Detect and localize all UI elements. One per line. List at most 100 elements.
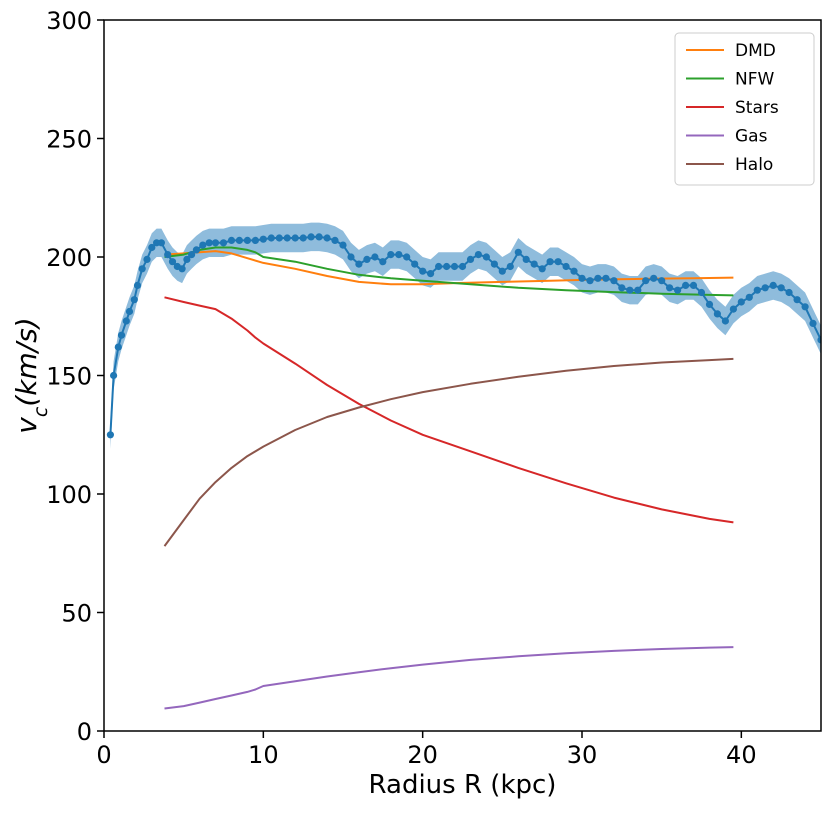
observed-data-point [809, 319, 817, 327]
x-tick-label: 30 [567, 741, 598, 769]
observed-data-point [689, 281, 698, 289]
x-tick-label: 0 [96, 741, 111, 769]
observed-data-point [403, 253, 411, 261]
legend-label-halo: Halo [735, 155, 773, 175]
observed-data-point [482, 253, 490, 261]
observed-data-point [188, 251, 196, 259]
observed-data-point [355, 260, 363, 268]
observed-data-point [307, 233, 315, 241]
y-tick-label: 100 [46, 481, 92, 509]
observed-data-point [761, 284, 769, 292]
observed-data-point [371, 253, 379, 261]
legend-label-nfw: NFW [735, 70, 774, 90]
observed-data-point [130, 296, 138, 304]
observed-data-point [122, 317, 130, 325]
y-tick-label: 250 [46, 126, 92, 154]
legend-label-stars: Stars [735, 98, 779, 118]
observed-data-point [658, 277, 666, 285]
observed-data-point [682, 281, 690, 289]
observed-data-point [143, 255, 151, 263]
observed-data-point [339, 241, 347, 249]
y-tick-label: 50 [61, 600, 92, 628]
observed-data-point [466, 255, 475, 263]
observed-data-point [610, 277, 618, 285]
observed-data-point [110, 371, 118, 380]
nfw-series-line [164, 246, 734, 297]
y-tick-label: 150 [46, 363, 92, 391]
observed-data-point [634, 286, 642, 294]
y-axis-label: vc(km/s) [10, 317, 52, 433]
observed-data-point [157, 239, 165, 247]
observed-data-point [666, 284, 674, 292]
observed-data-point [514, 248, 522, 256]
observed-data-point [106, 431, 114, 439]
observed-data-point [626, 286, 634, 294]
observed-data-point [450, 262, 459, 271]
x-tick-label: 10 [248, 741, 279, 769]
y-tick-label: 300 [46, 7, 92, 35]
stars-series-line [164, 296, 734, 524]
y-tick-label: 0 [77, 718, 92, 746]
observed-data-point [650, 274, 658, 282]
x-axis-label: Radius R (kpc) [369, 770, 557, 800]
observed-data-point [164, 251, 172, 259]
observed-data-point [769, 281, 777, 289]
observed-data-point [530, 260, 538, 268]
observed-data-point [125, 307, 134, 316]
legend-label-dmd: DMD [735, 41, 776, 61]
observed-data-point [138, 265, 146, 273]
x-tick-label: 40 [726, 741, 757, 769]
observed-data-point [817, 336, 821, 344]
observed-data-point [395, 251, 403, 259]
x-tick-label: 20 [407, 741, 438, 769]
observed-data-point [777, 284, 785, 292]
observed-data-point [199, 241, 207, 249]
observed-data-point [379, 258, 387, 266]
observed-data-point [801, 303, 809, 311]
observed-data-point [133, 281, 142, 289]
observed-data-point [546, 258, 554, 266]
observed-data-point [117, 331, 126, 339]
observed-data-point [586, 277, 594, 285]
observed-data-point [737, 298, 745, 306]
observed-data-point [490, 260, 498, 268]
observed-data-point [522, 255, 530, 263]
halo-series-line [163, 357, 734, 547]
observed-data-point [168, 258, 177, 266]
observed-data-point [192, 246, 200, 254]
observed-data-point [205, 239, 213, 247]
observed-data-point [435, 262, 443, 271]
observed-data-point [227, 236, 236, 244]
observed-data-point [753, 286, 761, 294]
legend: DMD NFW Stars Gas Halo [674, 32, 815, 186]
y-axis-label-sub: c [30, 406, 52, 417]
observed-data-point [474, 251, 482, 259]
observed-data-point [211, 239, 220, 247]
observed-data-point [323, 234, 331, 242]
observed-data-point [729, 305, 738, 313]
observed-data-point [283, 234, 291, 242]
observed-data-point [578, 274, 586, 282]
observed-data-point [618, 284, 626, 292]
observed-data-point [793, 296, 801, 304]
observed-data-point [642, 277, 650, 285]
observed-data-point [148, 243, 156, 252]
observed-data-point [419, 267, 427, 275]
observed-data-point [219, 239, 228, 247]
y-axis-label-unit: (km/s) [10, 317, 43, 406]
observed-data-point [674, 286, 682, 294]
observed-data-point [602, 274, 610, 282]
observed-data-point [251, 236, 259, 244]
observed-data-point [387, 251, 395, 259]
observed-data-point [291, 234, 299, 242]
observed-data-point [594, 274, 602, 282]
observed-data-point [178, 265, 186, 273]
gas-series-line [164, 646, 734, 710]
observed-data-point [331, 236, 339, 244]
observed-data-point [697, 288, 706, 297]
observed-data-point [267, 234, 275, 242]
legend-frame [674, 32, 815, 186]
observed-data-point [363, 255, 371, 263]
